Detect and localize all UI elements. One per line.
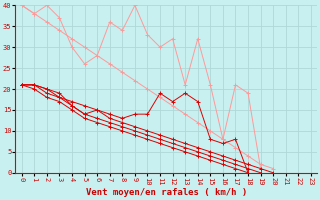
X-axis label: Vent moyen/en rafales ( km/h ): Vent moyen/en rafales ( km/h ) <box>86 188 247 197</box>
